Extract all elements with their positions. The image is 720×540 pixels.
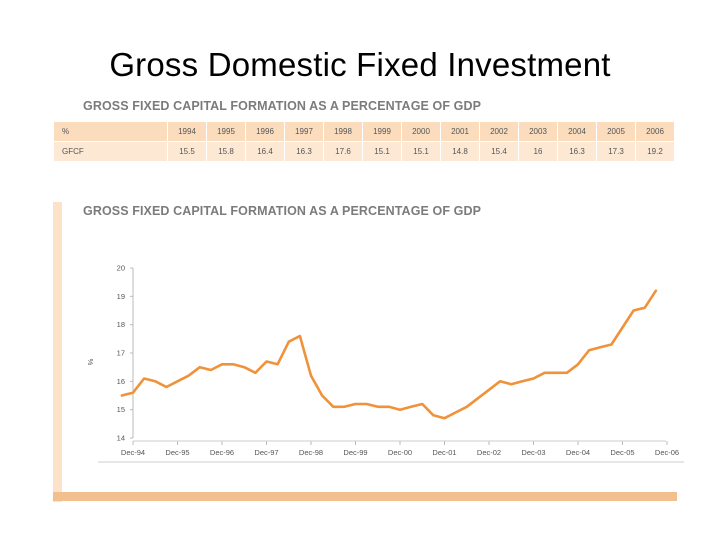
year-cell: 2003 — [518, 122, 558, 142]
x-tick-label: Dec-04 — [566, 448, 590, 457]
value-cell: 16.4 — [245, 141, 285, 161]
value-cell: 16.3 — [284, 141, 324, 161]
table-header-row: % 1994 1995 1996 1997 1998 1999 2000 200… — [54, 122, 675, 142]
value-cell: 14.8 — [440, 141, 480, 161]
y-axis-label: % — [86, 359, 95, 366]
table-row: GFCF 15.5 15.8 16.4 16.3 17.6 15.1 15.1 … — [54, 141, 675, 161]
value-cell: 15.1 — [362, 141, 402, 161]
x-tick-label: Dec-99 — [343, 448, 367, 457]
x-tick-label: Dec-95 — [165, 448, 189, 457]
value-cell: 16.3 — [557, 141, 597, 161]
y-tick-label: 19 — [117, 292, 125, 301]
y-tick-label: 15 — [117, 405, 125, 414]
year-cell: 2005 — [596, 122, 636, 142]
year-cell: 2004 — [557, 122, 597, 142]
value-cell: 17.3 — [596, 141, 636, 161]
year-cell: 1994 — [167, 122, 207, 142]
year-cell: 2000 — [401, 122, 441, 142]
chart-title: GROSS FIXED CAPITAL FORMATION AS A PERCE… — [83, 204, 482, 218]
value-cell: 16 — [518, 141, 558, 161]
year-cell: 1997 — [284, 122, 324, 142]
x-tick-label: Dec-03 — [521, 448, 545, 457]
year-cell: 2006 — [635, 122, 675, 142]
header-label-cell: % — [54, 122, 168, 142]
gfcf-table: % 1994 1995 1996 1997 1998 1999 2000 200… — [54, 122, 675, 161]
x-tick-label: Dec-94 — [121, 448, 145, 457]
series-line — [120, 289, 658, 420]
value-cell: 19.2 — [635, 141, 675, 161]
chart-side-bar — [53, 202, 62, 502]
x-tick-label: Dec-02 — [477, 448, 501, 457]
x-tick-label: Dec-05 — [610, 448, 634, 457]
year-cell: 1996 — [245, 122, 285, 142]
value-cell: 17.6 — [323, 141, 363, 161]
value-cell: 15.8 — [206, 141, 246, 161]
year-cell: 2001 — [440, 122, 480, 142]
year-cell: 2002 — [479, 122, 519, 142]
y-tick-label: 17 — [117, 349, 125, 358]
year-cell: 1995 — [206, 122, 246, 142]
x-tick-label: Dec-06 — [655, 448, 679, 457]
value-cell: 15.1 — [401, 141, 441, 161]
x-tick-label: Dec-96 — [210, 448, 234, 457]
x-tick-label: Dec-01 — [432, 448, 456, 457]
x-tick-label: Dec-97 — [254, 448, 278, 457]
row-label-cell: GFCF — [54, 141, 168, 161]
y-tick-label: 18 — [117, 320, 125, 329]
y-tick-label: 14 — [117, 434, 125, 443]
value-cell: 15.4 — [479, 141, 519, 161]
x-tick-label: Dec-98 — [299, 448, 323, 457]
slide-title: Gross Domestic Fixed Investment — [109, 46, 611, 83]
chart-bottom-bar — [53, 492, 677, 501]
year-cell: 1998 — [323, 122, 363, 142]
year-cell: 1999 — [362, 122, 402, 142]
y-tick-label: 16 — [117, 377, 125, 386]
x-tick-label: Dec-00 — [388, 448, 412, 457]
value-cell: 15.5 — [167, 141, 207, 161]
y-tick-label: 20 — [117, 264, 125, 273]
table-heading: GROSS FIXED CAPITAL FORMATION AS A PERCE… — [83, 99, 482, 113]
